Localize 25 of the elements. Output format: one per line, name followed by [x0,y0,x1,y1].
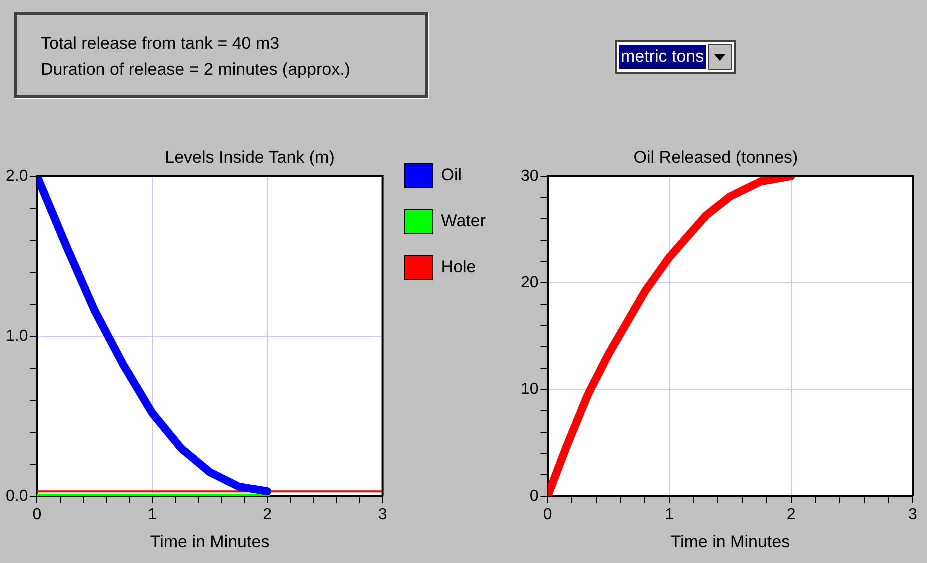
x-tick-label: 0 [543,506,552,524]
x-tick-label: 1 [665,506,674,524]
y-tick-label: 0 [530,488,539,505]
text: Total release from tank = 40 m3 [41,33,281,55]
x-tick-label: 2 [786,506,796,524]
text: metric tons [619,45,706,69]
x-axis-title: Time in Minutes [670,532,790,552]
legend-label: Hole [441,258,476,277]
x-tick-label: 1 [148,506,157,524]
y-tick-label: 10 [521,381,539,398]
x-axis-title: Time in Minutes [150,532,270,552]
y-tick-label: 1.0 [6,328,28,345]
x-tick-label: 2 [263,506,272,524]
legend-label: Water [441,212,486,231]
y-tick-label: 30 [521,168,539,185]
chart-title: Oil Released (tonnes) [634,148,798,167]
legend-label: Oil [441,166,462,185]
y-tick-label: 0.0 [6,488,28,505]
chart-title: Levels Inside Tank (m) [165,148,335,167]
text: Duration of release = 2 minutes (approx.) [41,59,352,81]
x-tick-label: 3 [378,506,388,524]
y-tick-label: 2.0 [6,168,28,185]
y-tick-label: 20 [521,274,539,292]
x-tick-label: 0 [32,506,42,524]
x-tick-label: 3 [908,506,918,524]
